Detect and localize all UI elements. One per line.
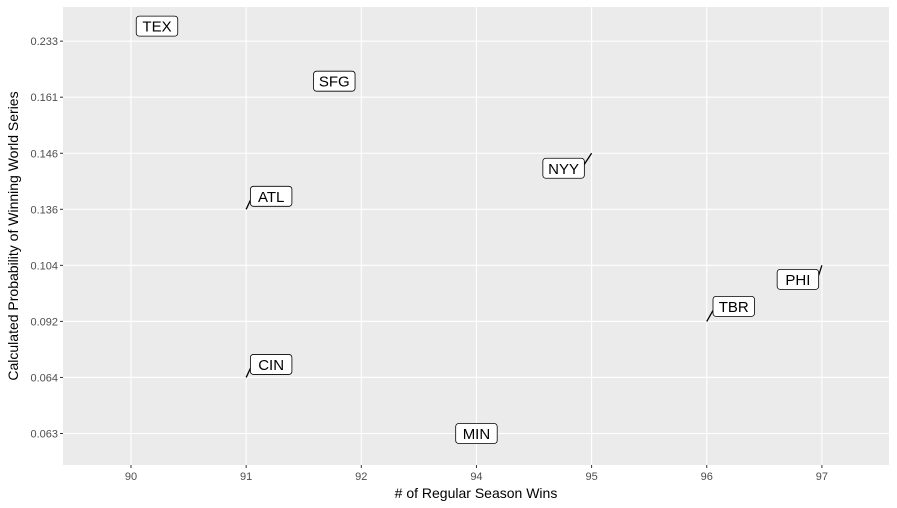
point-label-min: MIN bbox=[455, 423, 498, 444]
label-box bbox=[542, 157, 585, 179]
label-segment bbox=[583, 152, 593, 165]
label-box bbox=[249, 354, 293, 375]
x-tick-label: 91 bbox=[240, 471, 252, 483]
x-tick-label: 94 bbox=[470, 471, 482, 483]
y-tick-label: 0.233 bbox=[30, 36, 58, 48]
label-box bbox=[455, 423, 498, 444]
x-tick-label: 90 bbox=[125, 471, 137, 483]
label-segment bbox=[245, 200, 251, 210]
label-segment bbox=[706, 310, 714, 322]
point-label-tbr: TBR bbox=[706, 295, 755, 322]
x-tick-label: 95 bbox=[585, 471, 597, 483]
label-box bbox=[313, 70, 356, 92]
label-text: ATL bbox=[258, 189, 284, 206]
y-axis-title: Calculated Probability of Winning World … bbox=[5, 91, 21, 380]
point-label-phi: PHI bbox=[776, 265, 823, 290]
point-labels: TEX SFG NYY ATL PHI TBR CIN MIN bbox=[135, 15, 823, 444]
label-text: TEX bbox=[142, 19, 171, 36]
label-text: NYY bbox=[548, 161, 579, 178]
point-label-tex: TEX bbox=[135, 15, 179, 37]
point-label-atl: ATL bbox=[245, 185, 293, 210]
label-text: MIN bbox=[463, 426, 491, 443]
label-text: CIN bbox=[258, 357, 284, 374]
y-tick-label: 0.161 bbox=[30, 92, 58, 104]
y-tick-label: 0.104 bbox=[30, 260, 58, 272]
label-segment bbox=[818, 265, 823, 276]
label-box bbox=[712, 295, 755, 317]
x-tick-label: 92 bbox=[355, 471, 367, 483]
x-axis-title: # of Regular Season Wins bbox=[395, 485, 558, 501]
y-tick-label: 0.064 bbox=[30, 372, 58, 384]
y-axis-ticks: 0.063 0.064 0.092 0.104 0.136 0.146 0.161 0.233 bbox=[30, 36, 63, 441]
y-tick-label: 0.136 bbox=[30, 204, 58, 216]
label-segment bbox=[245, 368, 251, 378]
label-box bbox=[776, 268, 820, 290]
label-text: PHI bbox=[785, 272, 810, 289]
label-box bbox=[249, 185, 293, 207]
label-text: SFG bbox=[319, 74, 350, 91]
label-box bbox=[135, 15, 179, 37]
x-axis-ticks: 90 91 92 94 95 96 97 bbox=[125, 465, 828, 483]
y-tick-label: 0.146 bbox=[30, 148, 58, 160]
x-tick-label: 96 bbox=[701, 471, 713, 483]
y-tick-label: 0.092 bbox=[30, 316, 58, 328]
point-label-sfg: SFG bbox=[313, 70, 356, 92]
label-text: TBR bbox=[719, 299, 749, 316]
y-tick-label: 0.063 bbox=[30, 429, 58, 441]
point-label-nyy: NYY bbox=[542, 152, 593, 179]
point-label-cin: CIN bbox=[245, 354, 293, 378]
x-tick-label: 97 bbox=[816, 471, 828, 483]
gridlines bbox=[63, 7, 889, 465]
